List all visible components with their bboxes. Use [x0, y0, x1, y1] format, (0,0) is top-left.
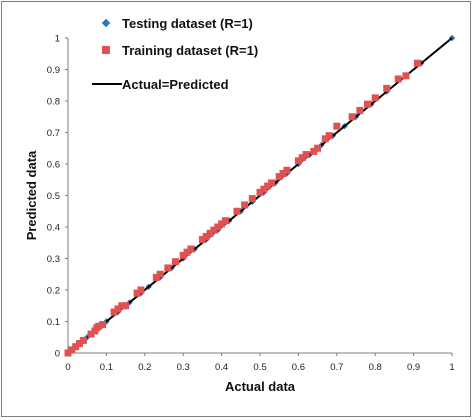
- legend-square-marker: [102, 46, 110, 54]
- training-point: [72, 343, 80, 351]
- training-point: [95, 322, 103, 330]
- training-point: [294, 157, 302, 165]
- training-point: [152, 273, 160, 281]
- training-point: [310, 147, 318, 155]
- training-point: [260, 185, 268, 193]
- training-point: [264, 182, 272, 190]
- training-point: [241, 201, 249, 209]
- data-marks: [64, 34, 456, 357]
- training-point: [348, 113, 356, 121]
- training-point: [383, 84, 391, 92]
- training-point: [172, 258, 180, 266]
- training-point: [233, 207, 241, 215]
- training-point: [206, 229, 214, 237]
- training-point: [210, 226, 218, 234]
- training-point: [268, 179, 276, 187]
- x-tick-label: 0.8: [369, 362, 382, 373]
- training-point: [64, 349, 72, 357]
- training-point: [164, 264, 172, 272]
- training-point: [221, 217, 229, 225]
- training-point: [298, 154, 306, 162]
- tick-labels: 0 0.1 0.2 0.3 0.4 0.5 0.6 0.7 0.8 0.9 1 0 0.1 0.2 0.3 0…: [47, 34, 455, 374]
- x-tick-label: 0.7: [330, 362, 343, 373]
- training-point: [179, 251, 187, 259]
- training-point: [198, 236, 206, 244]
- y-tick-label: 0: [55, 349, 60, 360]
- training-point: [187, 245, 195, 253]
- training-point: [371, 94, 379, 102]
- training-point: [99, 321, 107, 329]
- y-tick-label: 0.3: [47, 254, 60, 265]
- x-tick-label: 0.6: [292, 362, 305, 373]
- training-point: [76, 340, 84, 348]
- legend: Testing dataset (R=1) Training dataset (…: [92, 16, 258, 92]
- x-tick-label: 0.4: [215, 362, 228, 373]
- training-point: [275, 173, 283, 181]
- training-point: [214, 223, 222, 231]
- x-tick-label: 0.1: [100, 362, 113, 373]
- y-tick-label: 1: [55, 34, 60, 45]
- legend-item-testing: Testing dataset (R=1): [101, 16, 253, 31]
- x-axis-title: Actual data: [225, 379, 296, 394]
- x-tick-label: 0.2: [138, 362, 151, 373]
- y-tick-label: 0.6: [47, 160, 60, 171]
- training-point: [314, 144, 322, 152]
- legend-item-line: Actual=Predicted: [92, 77, 229, 92]
- training-point: [279, 169, 287, 177]
- y-tick-label: 0.9: [47, 65, 60, 76]
- training-point: [183, 248, 191, 256]
- training-point: [110, 308, 118, 316]
- training-point: [156, 270, 164, 278]
- legend-label-training: Training dataset (R=1): [122, 43, 258, 58]
- x-tick-label: 0: [65, 362, 70, 373]
- training-point: [302, 151, 310, 159]
- y-tick-label: 0.1: [47, 317, 60, 328]
- x-tick-label: 0.5: [253, 362, 266, 373]
- training-point: [68, 346, 76, 354]
- y-tick-label: 0.7: [47, 128, 60, 139]
- training-point: [256, 188, 264, 196]
- x-tick-label: 1: [449, 362, 454, 373]
- training-point: [413, 59, 421, 67]
- y-axis-title: Predicted data: [24, 150, 39, 240]
- training-point: [356, 106, 364, 114]
- y-tick-label: 0.4: [47, 223, 60, 234]
- training-point: [321, 135, 329, 143]
- training-point: [394, 75, 402, 83]
- training-point: [283, 166, 291, 174]
- training-point: [122, 302, 130, 310]
- training-point: [248, 195, 256, 203]
- y-tick-label: 0.2: [47, 286, 60, 297]
- training-point: [218, 220, 226, 228]
- training-point: [364, 100, 372, 108]
- training-point: [202, 232, 210, 240]
- x-tick-label: 0.9: [407, 362, 420, 373]
- y-tick-label: 0.8: [47, 97, 60, 108]
- legend-diamond-marker: [101, 18, 111, 28]
- x-tick-label: 0.3: [177, 362, 190, 373]
- y-tick-label: 0.5: [47, 191, 60, 202]
- training-point: [87, 330, 95, 338]
- legend-label-testing: Testing dataset (R=1): [122, 16, 253, 31]
- training-point: [325, 132, 333, 140]
- training-point: [114, 305, 122, 313]
- training-point: [79, 336, 87, 344]
- legend-item-training: Training dataset (R=1): [102, 43, 258, 58]
- training-point: [137, 286, 145, 294]
- legend-label-line: Actual=Predicted: [122, 77, 229, 92]
- training-point: [333, 122, 341, 130]
- training-point: [402, 72, 410, 80]
- training-point: [118, 302, 126, 310]
- training-point: [133, 289, 141, 297]
